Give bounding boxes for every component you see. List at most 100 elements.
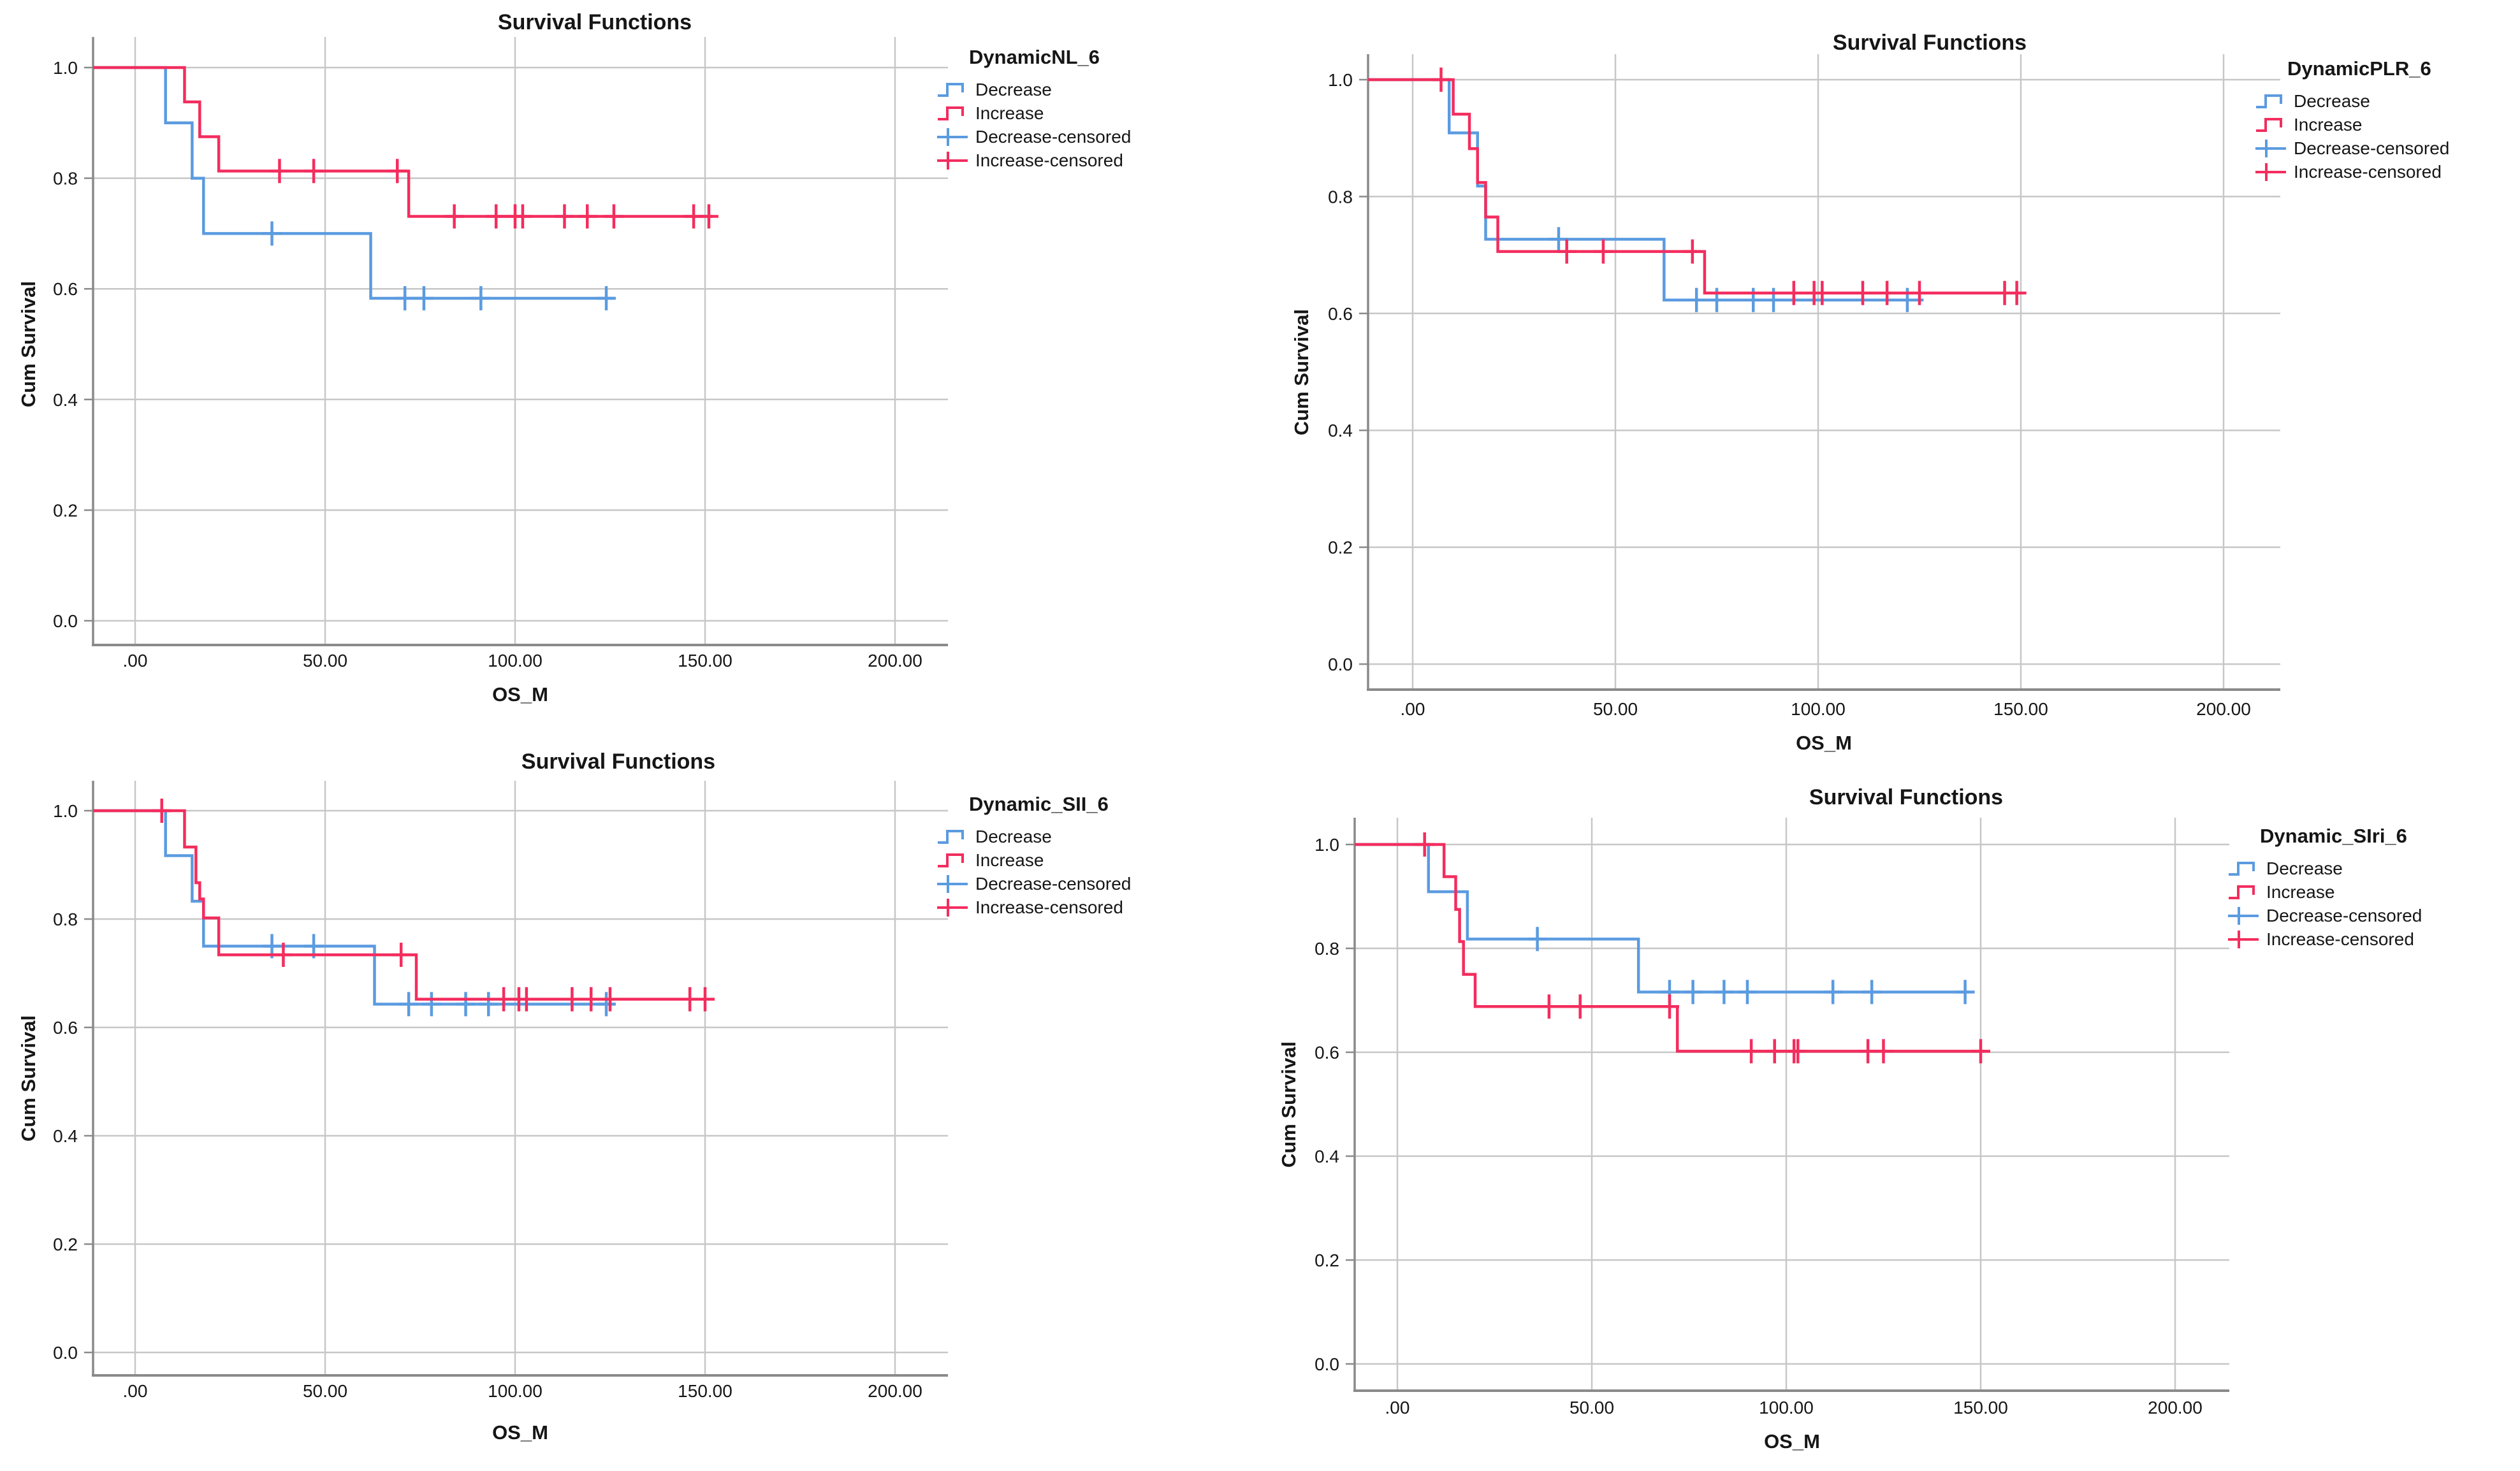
svg-text:100.00: 100.00 xyxy=(1759,1398,1814,1417)
chart-title: Survival Functions xyxy=(1809,785,2004,809)
svg-text:50.00: 50.00 xyxy=(303,1381,347,1401)
legend-item-label: Decrease-censored xyxy=(2266,905,2422,925)
svg-text:0.0: 0.0 xyxy=(53,611,78,631)
svg-text:0.0: 0.0 xyxy=(1328,655,1353,674)
svg-text:100.00: 100.00 xyxy=(488,1381,543,1401)
plus-icon xyxy=(2228,930,2259,948)
svg-text:0.8: 0.8 xyxy=(1315,939,1339,959)
svg-text:150.00: 150.00 xyxy=(678,651,732,670)
legend-title: Dynamic_SIri_6 xyxy=(2260,825,2407,847)
svg-text:0.6: 0.6 xyxy=(53,279,78,299)
svg-text:0.6: 0.6 xyxy=(1328,304,1353,324)
legend-item-label: Increase-censored xyxy=(975,897,1123,917)
legend-item-decrease: Decrease xyxy=(2254,89,2449,113)
legend-item-decrease-censored: Decrease-censored xyxy=(2254,136,2449,160)
legend-item-label: Decrease-censored xyxy=(975,873,1132,894)
legend-item-label: Decrease xyxy=(975,826,1052,846)
legend-item-decrease: Decrease xyxy=(936,825,1131,848)
legend-item-increase: Increase xyxy=(2254,113,2449,136)
svg-text:.00: .00 xyxy=(1385,1398,1410,1417)
svg-text:.00: .00 xyxy=(123,651,148,670)
svg-text:1.0: 1.0 xyxy=(1328,70,1353,90)
svg-text:0.0: 0.0 xyxy=(53,1343,78,1363)
svg-text:200.00: 200.00 xyxy=(868,1381,922,1401)
x-axis-label: OS_M xyxy=(1796,732,1852,754)
legend-item-increase-censored: Increase-censored xyxy=(936,895,1131,919)
legend-title: Dynamic_SII_6 xyxy=(969,793,1109,815)
svg-text:0.6: 0.6 xyxy=(53,1018,78,1038)
legend-item-label: Increase xyxy=(975,850,1044,870)
step-line-icon xyxy=(2256,94,2282,108)
svg-text:0.2: 0.2 xyxy=(53,1235,78,1254)
legend-item-label: Increase-censored xyxy=(2294,161,2442,182)
legend: DynamicPLR_6 Decrease Increase Decrease-… xyxy=(2254,57,2449,184)
svg-text:100.00: 100.00 xyxy=(488,651,543,670)
legend-item-label: Decrease-censored xyxy=(2294,138,2450,158)
y-axis-label: Cum Survival xyxy=(1290,308,1313,436)
legend-item-increase: Increase xyxy=(936,848,1131,872)
svg-text:200.00: 200.00 xyxy=(868,651,922,670)
chart-title: Survival Functions xyxy=(521,750,716,774)
plus-icon xyxy=(2255,139,2286,157)
svg-text:0.2: 0.2 xyxy=(1315,1250,1339,1270)
plus-icon xyxy=(937,874,968,893)
step-line-icon xyxy=(2256,117,2282,132)
y-axis-label: Cum Survival xyxy=(17,280,40,408)
svg-text:1.0: 1.0 xyxy=(53,801,78,821)
svg-text:200.00: 200.00 xyxy=(2148,1398,2203,1417)
legend-item-label: Decrease xyxy=(2266,858,2343,878)
plus-icon xyxy=(2255,163,2286,181)
y-axis-label: Cum Survival xyxy=(17,1015,40,1142)
svg-text:0.8: 0.8 xyxy=(1328,187,1353,207)
legend: Dynamic_SIri_6 Decrease Increase Decreas… xyxy=(2227,825,2422,951)
svg-text:0.4: 0.4 xyxy=(53,1126,78,1146)
legend-item-label: Decrease-censored xyxy=(975,126,1132,147)
svg-text:1.0: 1.0 xyxy=(1315,835,1339,855)
svg-text:0.8: 0.8 xyxy=(53,909,78,929)
step-line-icon xyxy=(938,853,964,867)
svg-text:0.4: 0.4 xyxy=(1315,1147,1339,1166)
legend: Dynamic_SII_6 Decrease Increase Decrease… xyxy=(936,793,1131,919)
legend-item-increase: Increase xyxy=(2227,880,2422,904)
legend-item-decrease: Decrease xyxy=(936,78,1131,101)
legend-item-label: Increase xyxy=(2266,881,2335,902)
legend-item-increase: Increase xyxy=(936,101,1131,125)
legend-item-decrease: Decrease xyxy=(2227,857,2422,880)
legend-item-label: Increase xyxy=(2294,114,2363,134)
y-axis-label: Cum Survival xyxy=(1278,1041,1300,1168)
svg-text:0.4: 0.4 xyxy=(1328,421,1353,440)
svg-text:0.2: 0.2 xyxy=(53,500,78,520)
svg-text:0.6: 0.6 xyxy=(1315,1043,1339,1062)
step-line-icon xyxy=(2229,861,2255,876)
svg-text:50.00: 50.00 xyxy=(1593,699,1638,719)
svg-text:0.0: 0.0 xyxy=(1315,1354,1339,1374)
legend-item-decrease-censored: Decrease-censored xyxy=(936,125,1131,149)
svg-text:150.00: 150.00 xyxy=(1953,1398,2008,1417)
legend-title: DynamicNL_6 xyxy=(969,46,1100,68)
plus-icon xyxy=(937,151,968,170)
x-axis-label: OS_M xyxy=(492,1421,548,1444)
legend-item-decrease-censored: Decrease-censored xyxy=(2227,904,2422,927)
x-axis-label: OS_M xyxy=(1764,1430,1820,1453)
legend: DynamicNL_6 Decrease Increase Decrease-c… xyxy=(936,46,1131,172)
legend-item-increase-censored: Increase-censored xyxy=(2254,160,2449,184)
legend-item-label: Decrease xyxy=(2294,91,2370,111)
svg-text:50.00: 50.00 xyxy=(303,651,347,670)
step-line-icon xyxy=(938,106,964,120)
legend-title: DynamicPLR_6 xyxy=(2287,57,2431,80)
svg-text:150.00: 150.00 xyxy=(1993,699,2048,719)
step-line-icon xyxy=(2229,885,2255,899)
chart-title: Survival Functions xyxy=(497,10,692,34)
step-line-icon xyxy=(938,82,964,97)
legend-item-label: Decrease xyxy=(975,79,1052,99)
legend-item-increase-censored: Increase-censored xyxy=(2227,927,2422,951)
svg-text:1.0: 1.0 xyxy=(53,58,78,78)
svg-text:.00: .00 xyxy=(123,1381,148,1401)
svg-text:200.00: 200.00 xyxy=(2196,699,2251,719)
svg-text:0.2: 0.2 xyxy=(1328,538,1353,558)
svg-text:50.00: 50.00 xyxy=(1570,1398,1614,1417)
legend-item-label: Increase-censored xyxy=(2266,929,2414,949)
step-line-icon xyxy=(938,829,964,844)
